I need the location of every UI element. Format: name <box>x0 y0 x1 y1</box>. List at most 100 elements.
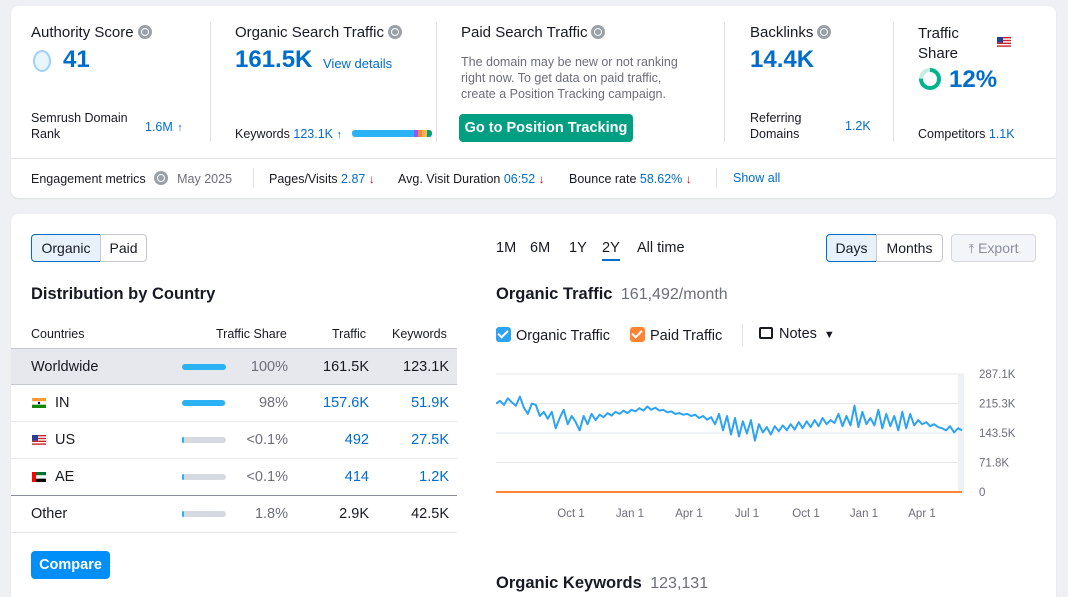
authority-score-value[interactable]: 41 <box>63 46 90 73</box>
bar-segment <box>414 130 418 137</box>
share-bar-fill <box>182 400 226 406</box>
range-all-time[interactable]: All time <box>637 240 685 256</box>
legend-paid-label: Paid Traffic <box>650 328 723 344</box>
country-name: IN <box>55 395 70 411</box>
referring-domains-value[interactable]: 1.2K <box>845 119 871 133</box>
notes-icon <box>759 327 773 339</box>
show-all-link[interactable]: Show all <box>733 171 781 185</box>
keywords-row: Keywords 123.1K ↑ <box>235 126 342 143</box>
export-icon: ⤒ <box>968 241 975 256</box>
legend-paid[interactable]: Paid Traffic <box>630 327 722 344</box>
keywords-header[interactable]: Keywords <box>392 327 447 341</box>
y-tick-label: 0 <box>979 487 985 499</box>
traffic-value[interactable]: 157.6K <box>323 395 369 411</box>
divider <box>436 22 437 142</box>
organic-traffic-value[interactable]: 161.5K <box>235 46 313 73</box>
organic-keywords-title-text: Organic Keywords <box>496 574 642 592</box>
us-flag-icon[interactable] <box>997 37 1011 47</box>
keywords-value[interactable]: 123.1K <box>293 127 333 141</box>
message-line: The domain may be new or not ranking <box>461 55 678 69</box>
engagement-divider <box>11 158 1056 159</box>
chart-title-text: Organic Traffic <box>496 285 613 303</box>
notes-label: Notes <box>779 326 817 342</box>
keywords-value[interactable]: 51.9K <box>411 395 449 411</box>
organic-traffic-label[interactable]: Organic Search Traffic <box>235 24 402 41</box>
share-value: 100% <box>250 359 288 375</box>
export-button[interactable]: ⤒ Export <box>951 234 1036 262</box>
referring-domains-line: Referring <box>750 111 802 125</box>
keywords-value[interactable]: 27.5K <box>411 432 449 448</box>
pages-visits-metric[interactable]: Pages/Visits 2.87 ↓ <box>269 171 375 187</box>
traffic-share-label: Traffic Share <box>918 24 959 64</box>
checkbox-checked-icon <box>630 327 645 342</box>
engagement-metrics-label: Engagement metrics May 2025 <box>31 171 232 187</box>
backlinks-label[interactable]: Backlinks <box>750 24 832 41</box>
range-1m[interactable]: 1M <box>496 240 517 256</box>
organic-toggle-button[interactable]: Organic <box>31 234 101 262</box>
traffic-value[interactable]: 414 <box>344 469 369 485</box>
notes-dropdown[interactable]: Notes ▼ <box>759 326 835 342</box>
competitors-value[interactable]: 1.1K <box>988 127 1015 141</box>
globe-icon <box>817 25 832 39</box>
share-value: 1.8% <box>254 506 288 522</box>
traffic-share-line: Traffic <box>918 25 959 42</box>
share-bar <box>182 400 226 406</box>
share-bar-fill <box>182 474 184 480</box>
referring-domains-label: Referring Domains <box>750 110 801 142</box>
backlinks-label-text: Backlinks <box>750 24 814 41</box>
avg-visit-duration-metric[interactable]: Avg. Visit Duration 06:52 ↓ <box>398 171 545 187</box>
traffic-share-value[interactable]: 12% <box>949 66 998 93</box>
keywords-value: 123.1K <box>403 359 449 375</box>
compare-button[interactable]: Compare <box>31 551 110 579</box>
paid-traffic-label[interactable]: Paid Search Traffic <box>461 24 606 41</box>
range-6m[interactable]: 6M <box>530 240 551 256</box>
paid-traffic-message: The domain may be new or not ranking rig… <box>461 54 678 102</box>
legend-organic-label: Organic Traffic <box>516 328 611 344</box>
view-details-link[interactable]: View details <box>323 56 393 71</box>
traffic-share-header[interactable]: Traffic Share <box>216 327 287 341</box>
table-row[interactable]: IN 98% 157.6K 51.9K <box>11 385 457 422</box>
share-bar <box>182 511 226 517</box>
traffic-value: 2.9K <box>339 506 369 522</box>
paid-traffic-label-text: Paid Search Traffic <box>461 24 588 41</box>
days-button[interactable]: Days <box>826 234 877 262</box>
traffic-header[interactable]: Traffic <box>332 327 367 341</box>
legend-organic[interactable]: Organic Traffic <box>496 327 610 344</box>
globe-icon <box>137 25 152 39</box>
range-1y[interactable]: 1Y <box>569 240 587 256</box>
table-row[interactable]: US <0.1% 492 27.5K <box>11 422 457 459</box>
summary-card: Authority Score 41 Semrush Domain Rank 1.… <box>11 6 1056 198</box>
range-2y[interactable]: 2Y <box>602 240 620 261</box>
bar-segment <box>422 130 427 137</box>
domain-rank-label: Semrush Domain Rank <box>31 111 128 141</box>
share-value: <0.1% <box>246 469 288 485</box>
organic-traffic-chart[interactable]: 287.1K 215.3K 143.5K 71.8K 0 Oct 1 Jan 1 Apr 1 J… <box>496 364 1036 529</box>
backlinks-value[interactable]: 14.4K <box>750 46 815 73</box>
traffic-value[interactable]: 492 <box>344 432 369 448</box>
country-name: AE <box>55 469 75 485</box>
go-to-position-tracking-button[interactable]: Go to Position Tracking <box>459 114 633 142</box>
divider <box>716 168 717 188</box>
share-value: 98% <box>258 395 288 411</box>
keywords-value[interactable]: 1.2K <box>419 469 449 485</box>
table-row[interactable]: Worldwide 100% 161.5K 123.1K <box>11 348 457 385</box>
keywords-value: 42.5K <box>411 506 449 522</box>
engagement-label-text: Engagement metrics <box>31 172 146 186</box>
pages-visits-label: Pages/Visits <box>269 172 338 186</box>
competitors-row: Competitors 1.1K <box>918 126 1015 142</box>
share-value: <0.1% <box>246 432 288 448</box>
share-bar-fill <box>182 364 226 370</box>
paid-toggle-button[interactable]: Paid <box>100 234 147 262</box>
globe-icon <box>153 171 168 185</box>
bounce-rate-metric[interactable]: Bounce rate 58.62% ↓ <box>569 171 692 187</box>
keywords-distribution-bar[interactable] <box>352 130 432 137</box>
bounce-rate-label: Bounce rate <box>569 172 637 186</box>
domain-rank-value[interactable]: 1.6M ↑ <box>145 118 183 136</box>
months-button[interactable]: Months <box>876 234 943 262</box>
table-row[interactable]: AE <0.1% 414 1.2K <box>11 459 457 496</box>
authority-score-label[interactable]: Authority Score <box>31 24 152 41</box>
pages-visits-value: 2.87 <box>341 172 366 186</box>
traffic-share-ring-icon <box>919 68 941 90</box>
divider <box>210 22 211 142</box>
organic-traffic-series <box>496 395 963 442</box>
